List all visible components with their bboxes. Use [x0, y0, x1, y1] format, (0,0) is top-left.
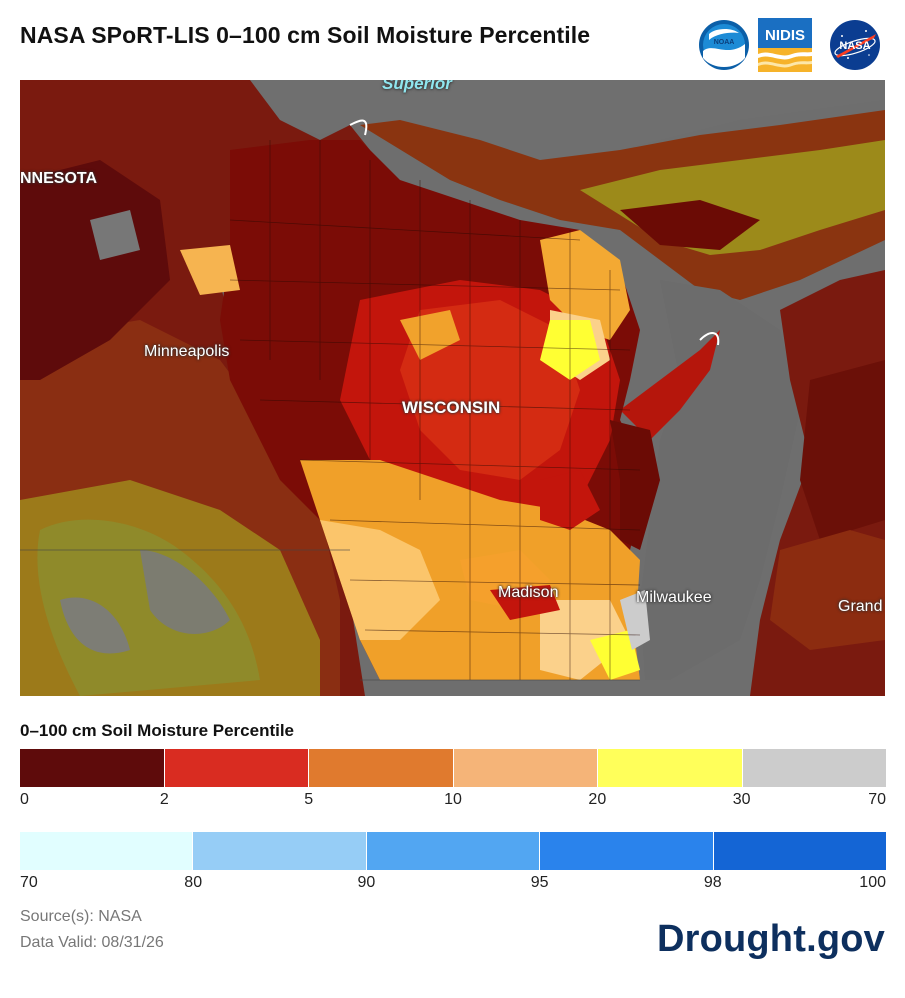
page-title: NASA SPoRT-LIS 0–100 cm Soil Moisture Pe…	[20, 22, 591, 48]
legend-bar-dry	[20, 749, 886, 787]
map-label-grand: Grand	[838, 598, 883, 615]
legend-swatch-wet-0	[20, 832, 194, 870]
data-valid-text: Data Valid: 08/31/26	[20, 934, 164, 951]
legend-tick-dry-0: 0	[20, 791, 29, 808]
legend-tick-dry-4: 20	[588, 791, 607, 808]
soil-moisture-map[interactable]: Superior NNESOTA Minneapolis WISCONSIN M…	[20, 80, 885, 696]
nasa-logo[interactable]: NASA	[828, 18, 882, 72]
map-label-milwaukee: Milwaukee	[636, 589, 712, 606]
legend-tick-dry-1: 2	[159, 791, 169, 808]
map-label-minnesota: NNESOTA	[20, 170, 98, 187]
nasa-meatball-graphic: NASA	[830, 20, 880, 70]
legend-tick-wet-1: 80	[184, 874, 203, 891]
nidis-logo[interactable]: NIDIS	[758, 18, 812, 72]
legend-tick-wet-2: 90	[357, 874, 376, 891]
legend-swatch-dry-0	[20, 749, 165, 787]
legend-swatch-wet-1	[193, 832, 367, 870]
legend-bar-wet	[20, 832, 887, 870]
legend-tick-dry-2: 5	[304, 791, 314, 808]
legend-tick-dry-6: 70	[868, 791, 886, 808]
svg-text:NOAA: NOAA	[714, 39, 735, 46]
legend-swatch-dry-1	[164, 749, 309, 787]
legend-tick-dry-5: 30	[732, 791, 751, 808]
noaa-logo[interactable]: NOAA	[697, 18, 751, 72]
map-label-madison: Madison	[498, 584, 559, 601]
map-label-wisconsin: WISCONSIN	[402, 398, 501, 417]
map-label-minneapolis: Minneapolis	[144, 343, 230, 360]
legend-tick-wet-4: 98	[703, 874, 722, 891]
legend-ticks-dry: 0 2 5 10 20 30 70	[20, 791, 886, 811]
source-text: Source(s): NASA	[20, 908, 142, 925]
legend-title: 0–100 cm Soil Moisture Percentile	[20, 721, 295, 740]
legend-tick-wet-3: 95	[530, 874, 549, 891]
svg-text:NASA: NASA	[839, 40, 870, 52]
legend-swatch-wet-3	[540, 832, 714, 870]
legend-tick-dry-3: 10	[444, 791, 462, 808]
legend-tick-wet-5: 100	[859, 874, 886, 891]
legend-swatch-wet-4	[713, 832, 887, 870]
legend-swatch-dry-2	[309, 749, 454, 787]
nidis-logo-graphic: NIDIS	[758, 18, 812, 72]
legend-swatch-dry-3	[453, 749, 598, 787]
legend-swatch-dry-5	[742, 749, 886, 787]
legend-ticks-wet: 70 80 90 95 98 100	[20, 874, 886, 894]
map-label-superior: Superior	[382, 80, 452, 93]
legend-swatch-wet-2	[366, 832, 541, 870]
legend-swatch-dry-4	[598, 749, 743, 787]
drought-gov-link[interactable]: Drought.gov	[656, 918, 885, 960]
noaa-logo-graphic: NOAA	[699, 20, 749, 70]
map-graphic	[20, 80, 885, 696]
legend-tick-wet-0: 70	[20, 874, 38, 891]
svg-text:NIDIS: NIDIS	[765, 27, 805, 44]
